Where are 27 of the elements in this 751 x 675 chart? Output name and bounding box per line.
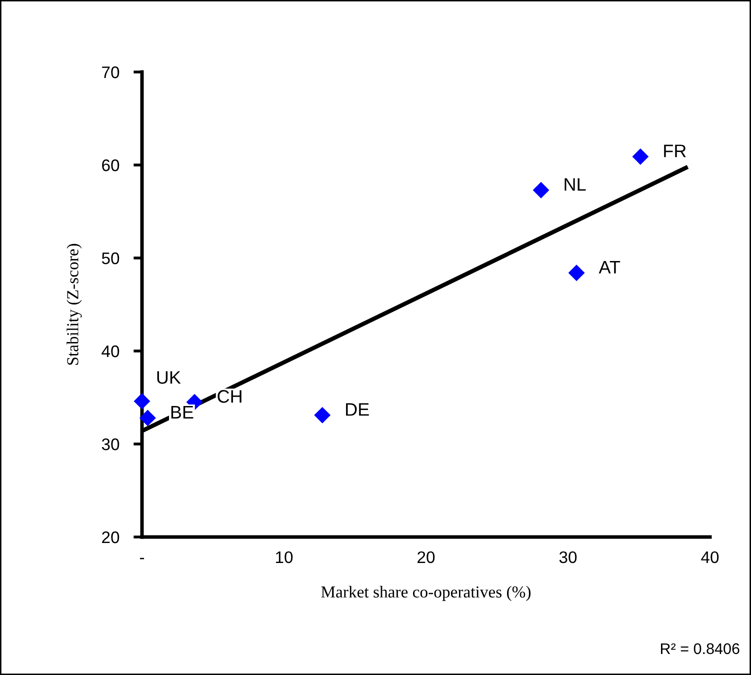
y-tick-label: 30 bbox=[102, 438, 120, 450]
y-tick-label: 60 bbox=[102, 159, 120, 172]
text: R² = 0.8406 bbox=[660, 643, 740, 654]
annotation: NL bbox=[564, 178, 586, 191]
y-tick-label: 40 bbox=[102, 345, 120, 358]
annotation: AT bbox=[598, 260, 620, 274]
x-axis-title: Market share co-operatives (%) bbox=[321, 586, 531, 601]
point bbox=[568, 264, 585, 282]
point bbox=[632, 148, 649, 165]
x-tick-label: 20 bbox=[418, 551, 435, 564]
y-tick-label: 50 bbox=[102, 252, 120, 264]
annotation: CH bbox=[218, 390, 242, 403]
point bbox=[134, 393, 150, 410]
point bbox=[532, 182, 550, 198]
x-tick-label: 40 bbox=[701, 551, 719, 564]
annotation: UK bbox=[157, 371, 181, 384]
y-tick-label: 70 bbox=[102, 66, 120, 78]
x-tick-label: 30 bbox=[559, 551, 577, 564]
y-axis-title: Stability (Z-score) bbox=[66, 244, 82, 365]
point bbox=[314, 406, 331, 424]
annotation: FR bbox=[664, 144, 686, 158]
x-tick-label: 10 bbox=[276, 551, 293, 564]
x-tick-label: - bbox=[140, 558, 144, 560]
annotation: DE bbox=[346, 403, 369, 416]
y-tick-label: 20 bbox=[102, 531, 120, 544]
annotation: BE bbox=[171, 406, 194, 418]
point bbox=[139, 410, 156, 426]
